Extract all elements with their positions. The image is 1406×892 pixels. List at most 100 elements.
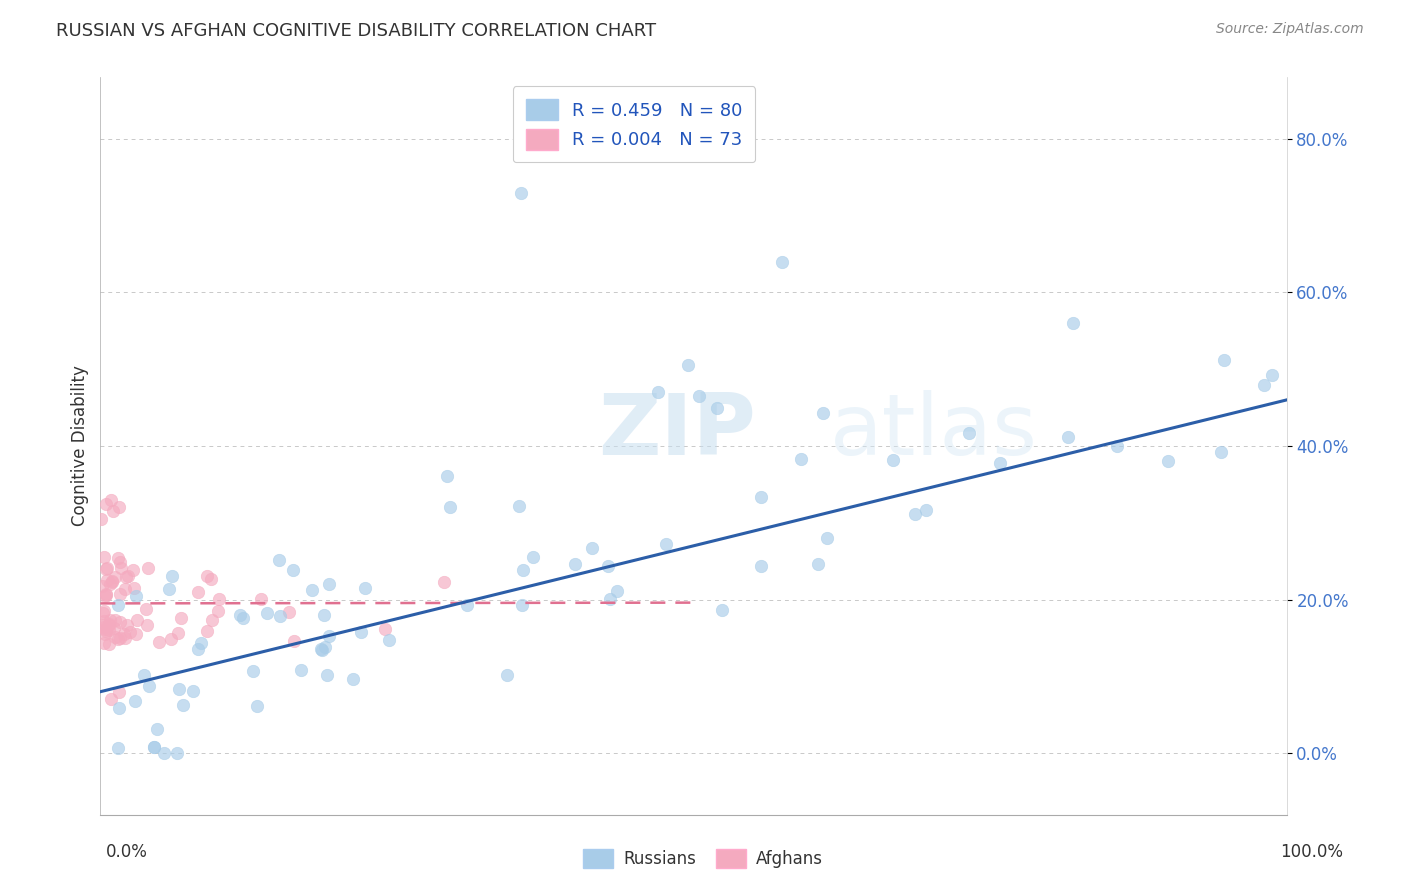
Point [1056, 430, 1078, 444]
Point [495, 668, 517, 682]
Point [91, 617, 114, 632]
Point [1253, 377, 1275, 392]
Point [301, 582, 323, 597]
Point [378, 633, 401, 648]
Point [104, 630, 127, 644]
Point [112, 627, 135, 641]
Point [749, 490, 772, 504]
Point [103, 621, 125, 635]
Point [122, 563, 145, 577]
Point [914, 502, 936, 516]
Point [91, 607, 114, 621]
Legend: R = 0.459   N = 80, R = 0.004   N = 73: R = 0.459 N = 80, R = 0.004 N = 73 [513, 87, 755, 162]
Point [94, 589, 117, 603]
Point [124, 693, 146, 707]
Point [267, 553, 290, 567]
Point [312, 608, 335, 623]
Point [166, 626, 188, 640]
Point [1209, 444, 1232, 458]
Point [187, 641, 209, 656]
Point [711, 603, 734, 617]
Point [751, 559, 773, 574]
Point [311, 642, 333, 657]
Point [107, 701, 129, 715]
Point [107, 551, 129, 566]
Point [114, 570, 136, 584]
Point [104, 613, 127, 627]
Point [146, 722, 169, 736]
Point [510, 598, 533, 612]
Point [510, 186, 533, 200]
Point [811, 406, 834, 420]
Text: RUSSIAN VS AFGHAN COGNITIVE DISABILITY CORRELATION CHART: RUSSIAN VS AFGHAN COGNITIVE DISABILITY C… [56, 22, 657, 40]
Point [135, 602, 157, 616]
Point [772, 254, 794, 268]
Point [94, 627, 117, 641]
Point [183, 684, 205, 698]
Point [815, 531, 838, 545]
Point [125, 590, 148, 604]
Point [107, 740, 129, 755]
Point [676, 359, 699, 373]
Point [246, 699, 269, 714]
Point [108, 587, 131, 601]
Point [311, 641, 333, 656]
Point [142, 740, 165, 755]
Text: 0.0%: 0.0% [105, 843, 148, 861]
Point [125, 613, 148, 627]
Point [166, 746, 188, 760]
Point [93, 622, 115, 636]
Point [96, 588, 118, 602]
Legend: Russians, Afghans: Russians, Afghans [576, 842, 830, 875]
Point [208, 591, 231, 606]
Point [439, 500, 461, 514]
Point [706, 401, 728, 415]
Point [153, 746, 176, 760]
Point [98, 613, 121, 627]
Point [789, 451, 811, 466]
Point [120, 625, 142, 640]
Point [207, 604, 229, 618]
Point [90, 512, 112, 526]
Point [599, 592, 621, 607]
Point [107, 598, 129, 612]
Point [190, 636, 212, 650]
Point [606, 584, 628, 599]
Point [581, 541, 603, 556]
Text: atlas: atlas [830, 390, 1038, 473]
Point [94, 587, 117, 601]
Point [160, 632, 183, 646]
Point [93, 614, 115, 628]
Point [167, 681, 190, 696]
Point [596, 558, 619, 573]
Point [256, 606, 278, 620]
Point [90, 579, 112, 593]
Point [125, 626, 148, 640]
Point [100, 692, 122, 706]
Point [278, 605, 301, 619]
Point [647, 385, 669, 400]
Point [200, 572, 222, 586]
Point [172, 698, 194, 713]
Point [94, 497, 117, 511]
Point [316, 667, 339, 681]
Text: ZIP: ZIP [599, 390, 756, 473]
Point [114, 632, 136, 646]
Point [229, 607, 252, 622]
Point [96, 573, 118, 587]
Point [93, 549, 115, 564]
Point [97, 623, 120, 637]
Point [135, 617, 157, 632]
Point [162, 569, 184, 583]
Point [115, 618, 138, 632]
Point [108, 615, 131, 630]
Point [101, 575, 124, 590]
Point [1157, 454, 1180, 468]
Point [654, 536, 676, 550]
Point [290, 663, 312, 677]
Point [564, 558, 586, 572]
Point [882, 453, 904, 467]
Point [110, 631, 132, 645]
Point [269, 609, 291, 624]
Point [1062, 316, 1084, 330]
